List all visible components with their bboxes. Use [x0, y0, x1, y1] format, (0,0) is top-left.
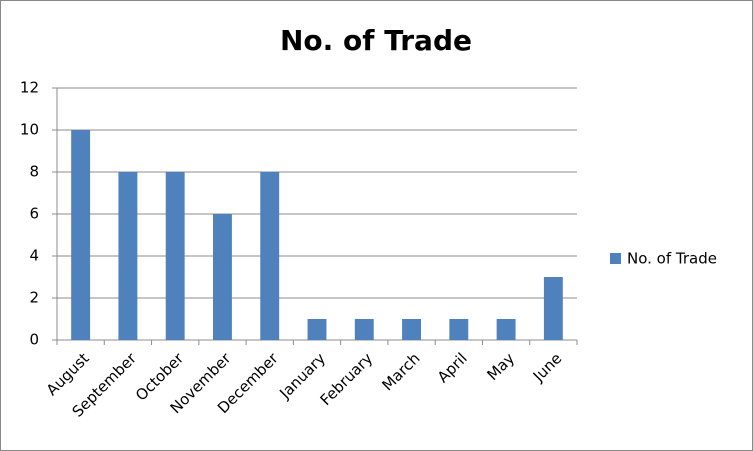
y-tick-label: 6: [29, 205, 39, 223]
bar: [165, 172, 185, 340]
y-tick-label: 12: [20, 79, 39, 97]
legend-label: No. of Trade: [627, 250, 717, 268]
legend-swatch: [610, 253, 621, 264]
bar: [260, 172, 280, 340]
bar: [496, 319, 516, 340]
bar: [402, 319, 421, 340]
y-tick-label: 0: [29, 331, 39, 349]
y-tick-label: 2: [29, 289, 39, 307]
bar: [213, 214, 232, 340]
bar: [543, 277, 563, 340]
y-tick-label: 4: [29, 247, 39, 265]
bar: [71, 130, 91, 340]
bar: [118, 172, 138, 340]
y-tick-label: 8: [29, 163, 39, 181]
y-tick-label: 10: [20, 121, 39, 139]
bar: [449, 319, 469, 340]
bar: [307, 319, 327, 340]
chart-title: No. of Trade: [280, 24, 472, 57]
bar: [354, 319, 374, 340]
